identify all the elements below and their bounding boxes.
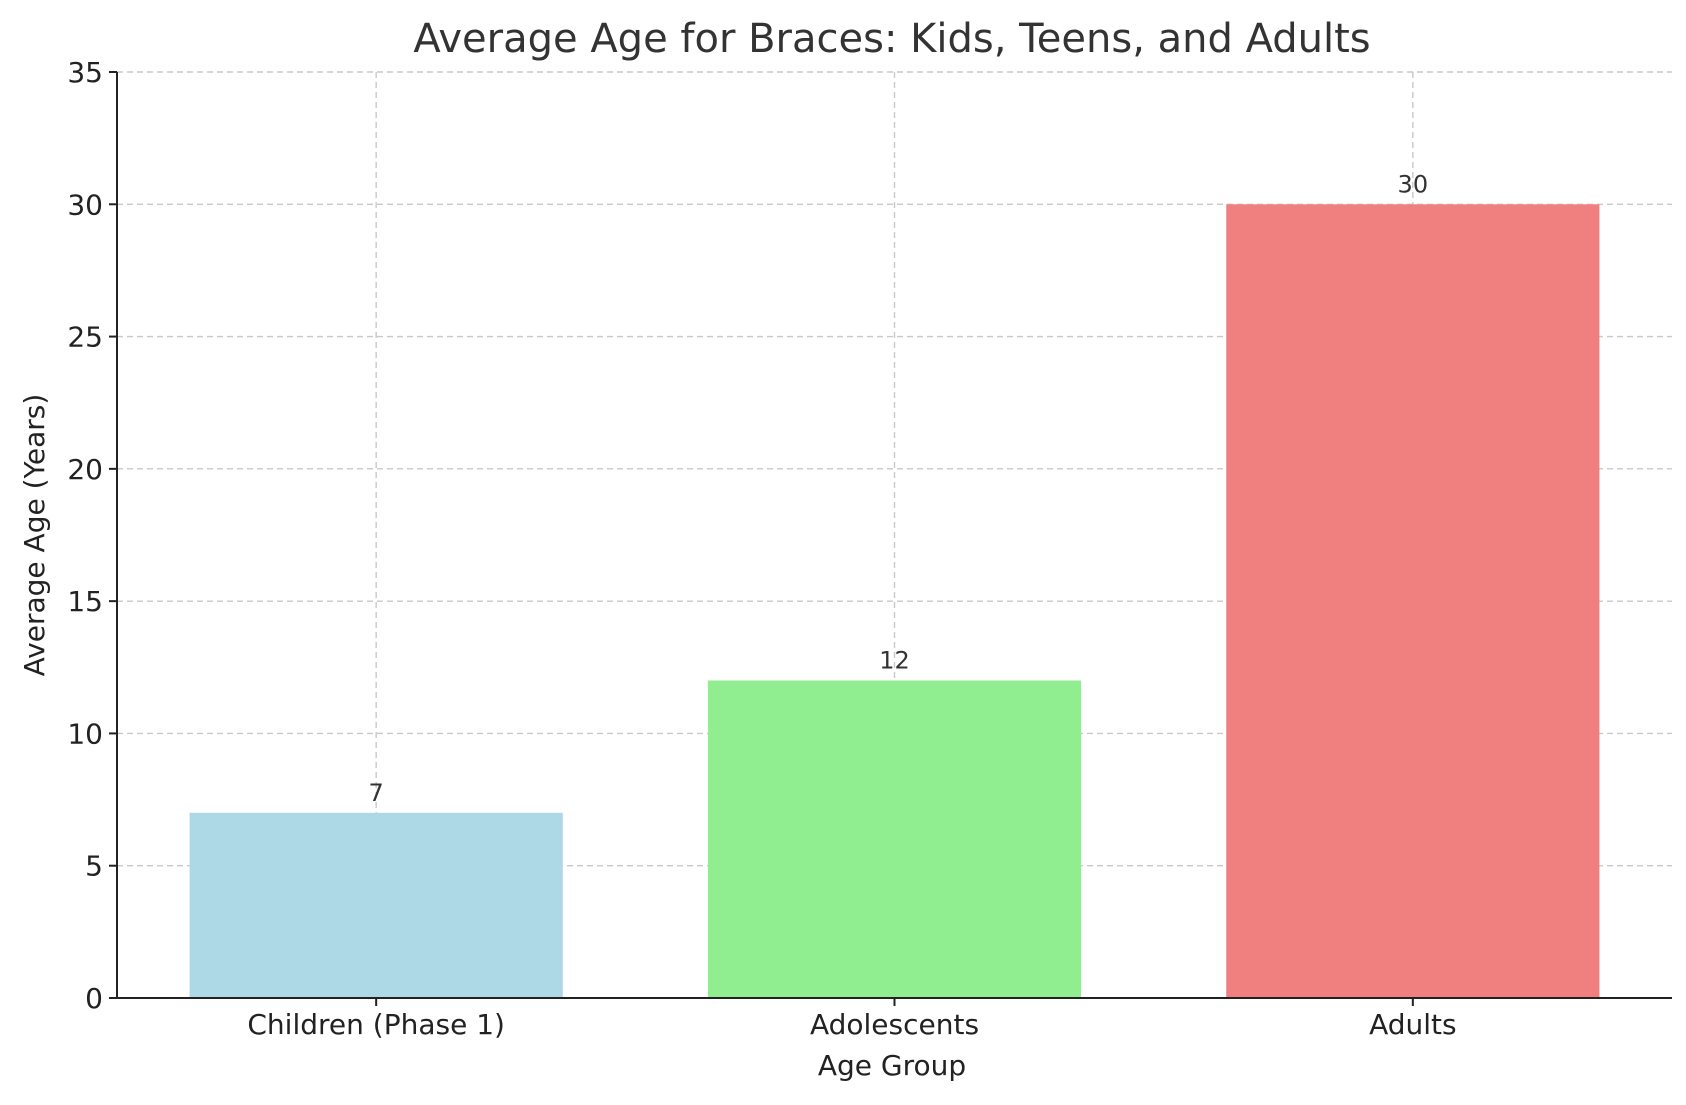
bar-value-label: 30 — [1398, 170, 1429, 198]
bar — [707, 680, 1082, 998]
y-axis-title: Average Age (Years) — [18, 394, 51, 677]
y-tick-label: 35 — [67, 56, 103, 89]
chart-title: Average Age for Braces: Kids, Teens, and… — [413, 16, 1370, 62]
ticks: 0 5 10 15 20 25 30 35 Children (Phase 1) Adolesce… — [67, 56, 1456, 1041]
bar-value-label: 12 — [879, 647, 910, 675]
x-tick-label: Children (Phase 1) — [247, 1008, 505, 1041]
bar-value-label: 7 — [369, 779, 384, 807]
y-tick-label: 25 — [67, 321, 103, 354]
x-axis-title: Age Group — [818, 1049, 966, 1082]
bars — [189, 204, 1600, 999]
y-tick-label: 30 — [67, 188, 103, 221]
y-tick-label: 10 — [67, 717, 103, 750]
y-tick-label: 0 — [85, 982, 103, 1015]
bar — [189, 812, 563, 998]
x-tick-label: Adults — [1369, 1008, 1457, 1041]
x-tick-label: Adolescents — [810, 1008, 979, 1041]
y-tick-label: 20 — [67, 453, 103, 486]
data-labels: 7 12 30 — [369, 170, 1429, 807]
y-tick-label: 5 — [85, 850, 103, 883]
bar — [1226, 204, 1600, 999]
y-tick-label: 15 — [67, 585, 103, 618]
